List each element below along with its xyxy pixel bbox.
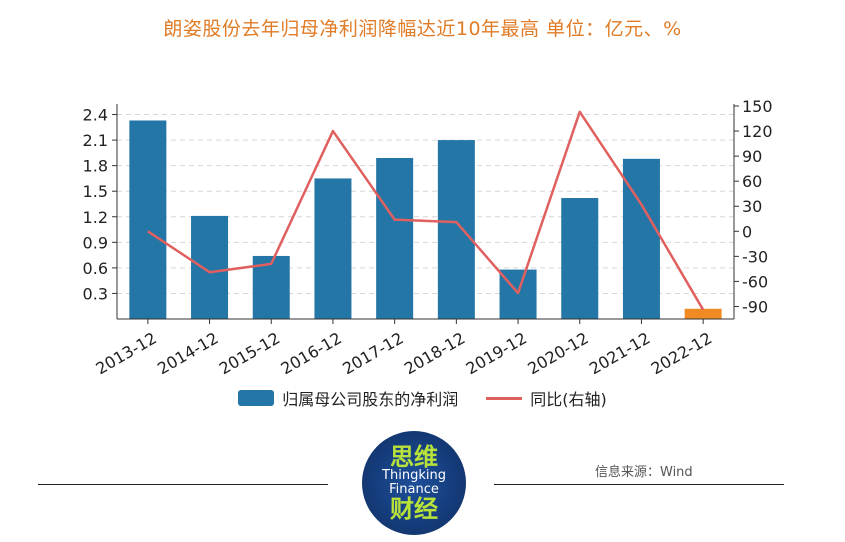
bar (437, 140, 475, 319)
x-tick-label: 2013-12 (92, 328, 159, 378)
bar (684, 308, 722, 319)
right-tick-label: 150 (742, 97, 773, 116)
bar (129, 120, 167, 319)
left-tick-label: 0.6 (83, 259, 108, 278)
legend-swatch-bar (238, 390, 275, 406)
right-tick-label: 60 (742, 172, 762, 191)
right-tick-label: 90 (742, 147, 762, 166)
left-tick-label: 2.1 (83, 131, 108, 150)
logo-line1: Thingking (382, 468, 446, 483)
chart-title: 朗姿股份去年归母净利润降幅达近10年最高 单位：亿元、% (163, 18, 682, 40)
legend: 归属母公司股东的净利润 同比(右轴) (0, 386, 845, 410)
left-tick-label: 1.2 (83, 208, 108, 227)
right-tick-label: -60 (742, 272, 768, 291)
left-tick-label: 0.3 (83, 284, 108, 303)
x-tick-label: 2016-12 (278, 328, 345, 378)
x-tick-label: 2019-12 (463, 328, 530, 378)
left-tick-label: 0.9 (83, 233, 108, 252)
left-tick-label: 1.5 (83, 182, 108, 201)
combo-chart: 0.3 0.6 0.9 1.2 1.5 1.8 2.1 2.4 -90 -60 -30 0 30 60 90… (83, 97, 773, 378)
x-tick-label: 2018-12 (401, 328, 468, 378)
bar (376, 157, 414, 319)
bar (314, 178, 352, 319)
right-tick-label: 0 (742, 222, 752, 241)
divider-left (38, 484, 328, 485)
logo-line2: Finance (389, 482, 439, 497)
right-tick-label: -90 (742, 297, 768, 316)
logo-bottom-text: 财经 (390, 495, 438, 523)
divider-right (494, 484, 784, 485)
series-line-yoy (147, 110, 705, 311)
left-tick-label: 1.8 (83, 157, 108, 176)
legend-label-line: 同比(右轴) (530, 390, 607, 409)
legend-item-bar: 归属母公司股东的净利润 (238, 386, 458, 410)
legend-item-line: 同比(右轴) (486, 386, 607, 410)
bar (561, 198, 599, 319)
x-tick-label: 2020-12 (524, 328, 591, 378)
x-tick-label: 2015-12 (216, 328, 283, 378)
bar (191, 215, 229, 319)
x-tick-label: 2017-12 (339, 328, 406, 378)
legend-swatch-line (486, 396, 523, 400)
x-tick-label: 2021-12 (586, 328, 653, 378)
right-tick-label: -30 (742, 247, 768, 266)
left-tick-label: 2.4 (83, 106, 108, 125)
source-note: 信息来源：Wind (595, 465, 693, 480)
legend-label-bar: 归属母公司股东的净利润 (282, 390, 459, 409)
logo-top-text: 思维 (390, 443, 438, 471)
x-tick-label: 2014-12 (154, 328, 221, 378)
right-tick-label: 120 (742, 122, 773, 141)
right-tick-label: 30 (742, 197, 762, 216)
thinking-finance-logo: 思维 Thingking Finance 财经 (362, 431, 466, 535)
x-tick-label: 2022-12 (648, 328, 715, 378)
